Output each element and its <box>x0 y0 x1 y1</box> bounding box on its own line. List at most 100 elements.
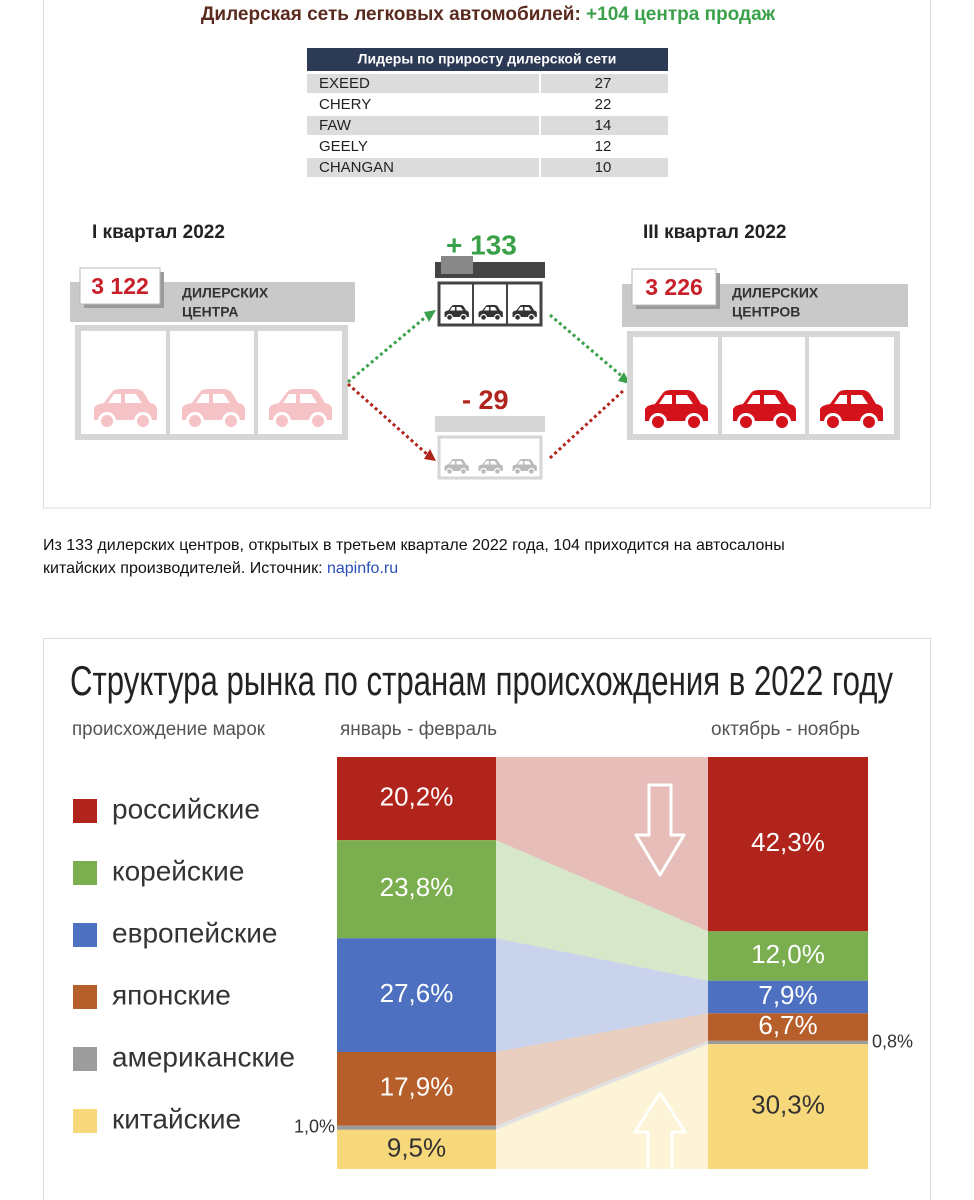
flow-band <box>496 1040 708 1130</box>
brand-growth: 14 <box>595 117 612 134</box>
up-arrow <box>633 1091 687 1200</box>
legend-swatch <box>73 923 97 947</box>
flow-band <box>496 757 708 932</box>
arrow <box>347 313 429 384</box>
caption-text: китайских производителей. Источник: <box>43 560 327 577</box>
arrows <box>633 783 687 1200</box>
brand-growth: 12 <box>595 138 612 155</box>
building-body <box>627 331 900 440</box>
table-row-bg <box>307 95 668 114</box>
table-row-bg <box>307 158 668 177</box>
bar-segment <box>708 980 868 1014</box>
source-link[interactable]: napinfo.ru <box>327 560 398 577</box>
table-header-bg <box>307 48 668 71</box>
value-label: 0,8% <box>872 1031 913 1051</box>
caption-line: китайских производителей. Источник: napi… <box>43 560 398 577</box>
bar-segment <box>337 938 496 1052</box>
table-row-bg <box>307 74 668 93</box>
bar-segment <box>337 1129 496 1169</box>
count-label: ЦЕНТРОВ <box>732 304 800 320</box>
period-label: III квартал 2022 <box>643 222 786 243</box>
brand-growth: 10 <box>595 159 612 176</box>
flow-band <box>496 1013 708 1126</box>
opened-count: + 133 <box>446 229 517 260</box>
down-arrow <box>634 783 686 877</box>
brand-name: FAW <box>319 117 352 134</box>
table-header: Лидеры по приросту дилерской сети <box>358 51 617 67</box>
roof <box>435 416 545 432</box>
brand-name: CHANGAN <box>319 159 394 176</box>
table-row-bg <box>307 137 668 156</box>
leaders-table: Лидеры по приросту дилерской сети EXEED 2… <box>307 48 668 177</box>
value-label: 9,5% <box>387 1132 446 1162</box>
arrows <box>347 313 626 460</box>
legend-title: происхождение марок <box>72 719 266 740</box>
value-label: 23,8% <box>380 872 454 902</box>
title-part: Дилерская сеть легковых автомобилей: <box>201 4 586 25</box>
legend-label: японские <box>112 979 231 1010</box>
value-label: 30,3% <box>751 1089 825 1119</box>
bar-segment <box>708 1013 868 1041</box>
count-label: ДИЛЕРСКИХ <box>732 285 819 301</box>
bar-segment <box>337 840 496 939</box>
flow-band <box>496 938 708 1052</box>
count-box <box>631 268 717 306</box>
legend-swatch <box>73 1047 97 1071</box>
count-label: ДИЛЕРСКИХ <box>182 285 269 301</box>
legend-swatch <box>73 799 97 823</box>
building-body <box>437 281 543 327</box>
bar-segment <box>337 757 496 841</box>
closed-count: - 29 <box>462 385 509 415</box>
value-label: 12,0% <box>751 939 825 969</box>
value-label: 7,9% <box>758 980 817 1010</box>
bar-segment <box>708 931 868 981</box>
building-body <box>437 435 543 480</box>
count-box <box>79 267 161 305</box>
brand-growth: 22 <box>595 96 612 113</box>
legend-label: американские <box>112 1041 295 1072</box>
bar-segment <box>337 1125 496 1130</box>
value-label: 1,0% <box>294 1117 335 1137</box>
brand-name: EXEED <box>319 75 370 92</box>
brand-name: CHERY <box>319 96 371 113</box>
bar-segment <box>708 1044 868 1169</box>
legend-label: европейские <box>112 917 277 948</box>
column-label: январь - февраль <box>340 719 497 740</box>
dealer-count: 3 226 <box>645 274 703 300</box>
count-label: ЦЕНТРА <box>182 304 238 320</box>
chart-title: Структура рынка по странам происхождения… <box>70 657 893 704</box>
bar-segment <box>337 1051 496 1126</box>
stacked-chart: январь - февраль октябрь - ноябрь 20,2% 23,… <box>73 719 913 1169</box>
brand-name: GEELY <box>319 138 368 155</box>
flow-band <box>496 840 708 981</box>
arrow <box>549 313 625 380</box>
column-label: октябрь - ноябрь <box>711 719 860 740</box>
arrowhead <box>424 310 436 322</box>
legend-label: корейские <box>112 855 244 886</box>
value-label: 27,6% <box>380 978 454 1008</box>
arrowhead <box>424 449 436 461</box>
value-label: 17,9% <box>380 1072 454 1102</box>
value-label: 42,3% <box>751 827 825 857</box>
value-label: 6,7% <box>758 1010 817 1040</box>
bar-segment <box>708 1040 868 1045</box>
caption-line: Из 133 дилерских центров, открытых в тре… <box>43 537 785 554</box>
building-body <box>75 325 348 440</box>
arrow <box>548 388 626 460</box>
table-row-bg <box>307 116 668 135</box>
infographic-title: Дилерская сеть легковых автомобилей: +10… <box>201 4 776 25</box>
legend-swatch <box>73 1109 97 1133</box>
value-label: 20,2% <box>380 781 454 811</box>
period-label: I квартал 2022 <box>92 222 225 243</box>
sign <box>441 256 473 274</box>
brand-growth: 27 <box>595 75 612 92</box>
flow-band <box>496 1044 708 1169</box>
legend-label: российские <box>112 793 260 824</box>
legend-label: китайские <box>112 1103 241 1134</box>
bar-segment <box>708 757 868 932</box>
legend-swatch <box>73 985 97 1009</box>
dealer-count: 3 122 <box>91 273 149 299</box>
title-highlight: +104 центра продаж <box>586 4 776 25</box>
